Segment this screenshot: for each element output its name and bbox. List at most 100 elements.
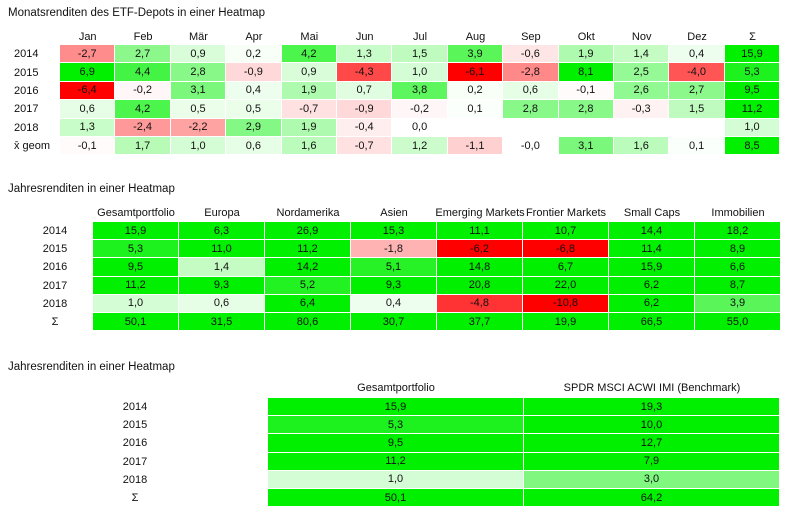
heat-cell: 15,9 xyxy=(268,398,524,417)
column-header: Feb xyxy=(133,31,153,43)
row-label: 2017 xyxy=(42,279,68,292)
heat-cell: 8,5 xyxy=(724,137,781,156)
heat-cell: 3,9 xyxy=(695,294,781,313)
heat-cell: 4,4 xyxy=(115,63,171,82)
heat-cell: 15,9 xyxy=(609,258,695,277)
heat-cell: 0,9 xyxy=(281,63,337,82)
heat-cell: 66,5 xyxy=(609,313,695,332)
heat-cell: -0,6 xyxy=(503,45,559,64)
heat-cell: 1,0 xyxy=(724,118,781,137)
heat-cell: -0,9 xyxy=(337,100,393,119)
heat-cell: -6,2 xyxy=(437,240,523,259)
heat-cell: 1,4 xyxy=(179,258,265,277)
heat-cell: -2,4 xyxy=(115,118,171,137)
heat-cell: 18,2 xyxy=(695,222,781,241)
heat-cell: -1,1 xyxy=(447,137,504,156)
heat-cell: 1,3 xyxy=(337,45,393,64)
heat-cell: 5,2 xyxy=(265,276,351,295)
column-header: Mär xyxy=(189,31,208,43)
heat-cell: -0,9 xyxy=(226,63,282,82)
heat-cell: 2,9 xyxy=(226,118,282,137)
column-header: Apr xyxy=(245,31,263,43)
row-label: 2015 xyxy=(14,66,39,79)
heat-cell: -10,8 xyxy=(523,294,609,313)
heat-cell: 19,3 xyxy=(524,398,780,417)
heat-cell: 0,5 xyxy=(226,100,282,119)
heat-cell: 15,9 xyxy=(724,45,781,64)
heat-cell: 6,3 xyxy=(179,222,265,241)
heat-cell: 3,0 xyxy=(524,470,780,489)
heat-cell: 9,5 xyxy=(268,434,524,453)
heat-cell: 0,4 xyxy=(226,81,282,101)
column-header: Europa xyxy=(204,207,240,219)
heat-cell: 1,0 xyxy=(392,63,448,82)
heat-cell: -2,7 xyxy=(60,45,116,64)
heat-cell: -6,8 xyxy=(523,240,609,259)
heat-cell: 31,5 xyxy=(179,313,265,332)
heat-cell: 5,3 xyxy=(93,240,179,259)
heat-cell: 11,0 xyxy=(179,240,265,259)
column-header: SPDR MSCI ACWI IMI (Benchmark) xyxy=(563,382,741,394)
row-label: 2017 xyxy=(14,103,39,116)
heat-cell: 8,1 xyxy=(558,63,614,82)
heat-cell: 7,9 xyxy=(524,452,780,471)
heat-cell: 1,4 xyxy=(614,45,670,64)
table-title: Jahresrenditen in einer Heatmap xyxy=(8,183,175,195)
column-header: Dez xyxy=(687,31,707,43)
row-label: 2018 xyxy=(122,473,148,486)
heat-cell: 0,4 xyxy=(669,45,725,64)
heat-cell: 14,4 xyxy=(609,222,695,241)
heat-cell: 3,1 xyxy=(170,81,227,101)
heat-cell: 0,1 xyxy=(447,100,504,119)
row-label: 2016 xyxy=(42,261,68,274)
row-label: 2015 xyxy=(42,243,68,256)
heat-cell: 11,2 xyxy=(268,452,524,471)
heat-cell: 1,5 xyxy=(392,45,448,64)
column-header: Jan xyxy=(78,31,97,43)
heat-cell: 1,0 xyxy=(170,137,227,156)
heat-cell: 64,2 xyxy=(524,489,780,508)
heat-cell: 6,7 xyxy=(523,258,609,277)
heat-cell: 15,9 xyxy=(93,222,179,241)
heat-cell: 11,4 xyxy=(609,240,695,259)
heat-cell: -1,8 xyxy=(351,240,437,259)
column-header: Σ xyxy=(749,31,756,43)
heat-cell: 50,1 xyxy=(93,313,179,332)
row-label: 2018 xyxy=(14,121,39,134)
heat-cell: 8,9 xyxy=(695,240,781,259)
heat-cell: 14,8 xyxy=(437,258,523,277)
heat-cell: 11,2 xyxy=(93,276,179,295)
column-header: Gesamtportfolio xyxy=(97,207,175,219)
heat-cell: 1,7 xyxy=(115,137,171,156)
heat-cell: 0,7 xyxy=(337,81,393,101)
heat-cell: 0,5 xyxy=(170,100,227,119)
heat-cell: 5,1 xyxy=(351,258,437,277)
heat-cell: 6,2 xyxy=(609,276,695,295)
heat-cell: 12,7 xyxy=(524,434,780,453)
column-header: Immobilien xyxy=(711,207,765,219)
heat-cell: -0,2 xyxy=(392,100,448,119)
heat-cell: 1,9 xyxy=(281,118,337,137)
heat-cell: -0,1 xyxy=(558,81,614,101)
heat-cell: 6,2 xyxy=(609,294,695,313)
heat-cell: 3,8 xyxy=(392,81,448,101)
heat-cell: -0,0 xyxy=(503,137,559,156)
heat-cell: 0,4 xyxy=(351,294,437,313)
heat-cell: -0,1 xyxy=(60,137,116,156)
heat-cell: 6,6 xyxy=(695,258,781,277)
heat-cell: 1,6 xyxy=(614,137,670,156)
heat-cell: 5,3 xyxy=(268,416,524,435)
heat-cell: 20,8 xyxy=(437,276,523,295)
column-header: Nov xyxy=(631,31,652,43)
heat-cell: 26,9 xyxy=(265,222,351,241)
column-header: Nordamerika xyxy=(276,207,340,219)
heat-cell: 1,5 xyxy=(669,100,725,119)
heat-cell: 1,9 xyxy=(281,81,337,101)
column-header: Small Caps xyxy=(623,207,681,219)
column-header: Jul xyxy=(413,31,428,43)
heat-cell: 2,8 xyxy=(503,100,559,119)
row-label: 2016 xyxy=(14,84,39,97)
column-header: Jun xyxy=(355,31,374,43)
column-header: Gesamtportfolio xyxy=(357,382,435,394)
row-label: 2014 xyxy=(42,225,68,238)
